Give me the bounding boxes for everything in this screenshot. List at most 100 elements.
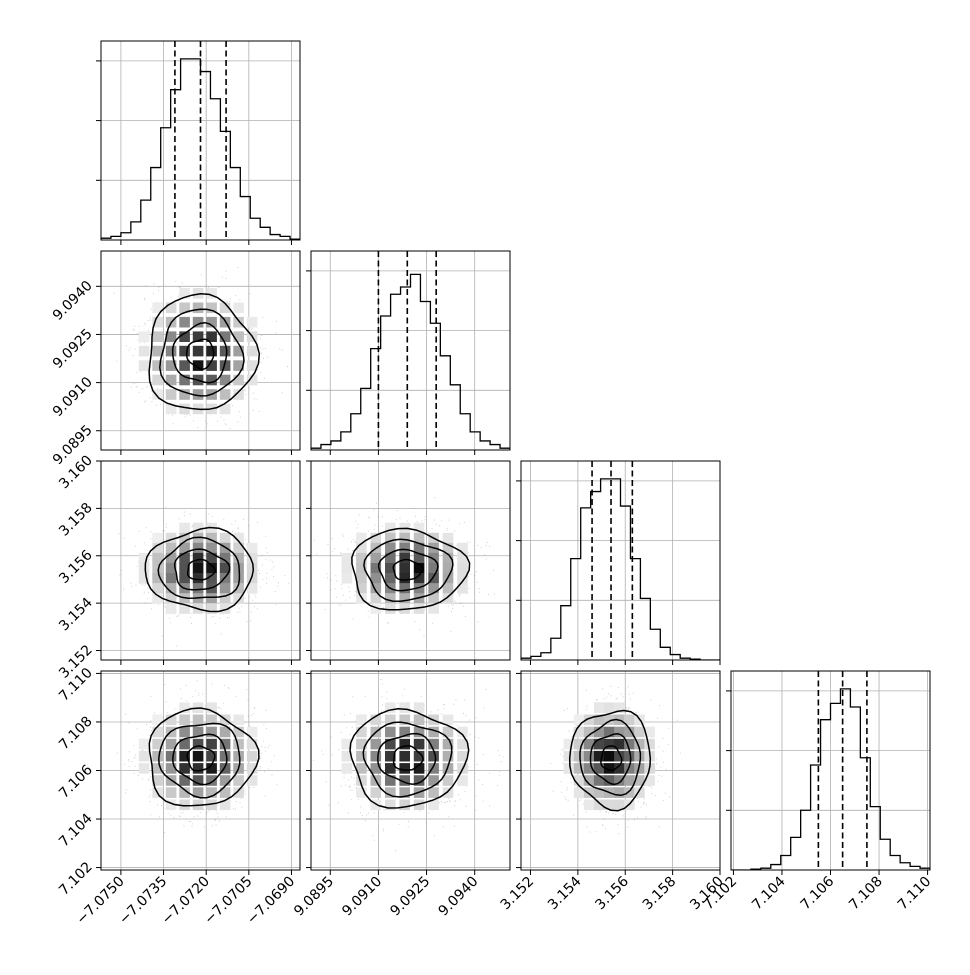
density-cell xyxy=(206,552,217,564)
density-cell xyxy=(356,763,367,774)
density-cell xyxy=(192,542,204,554)
density-cell xyxy=(399,763,410,774)
density-cell xyxy=(246,345,258,357)
density-cell xyxy=(233,316,244,328)
density-cell xyxy=(233,552,244,564)
density-cell xyxy=(428,726,439,738)
density-cell xyxy=(413,775,425,786)
density-cell xyxy=(233,389,244,400)
density-cell xyxy=(165,542,177,554)
density-cell xyxy=(152,583,163,594)
density-cell xyxy=(206,563,217,574)
density-cell xyxy=(428,552,439,564)
panel-3-1 xyxy=(306,670,511,875)
y-tick-label: 7.102 xyxy=(56,859,96,899)
density-cell xyxy=(457,563,468,574)
density-cell xyxy=(219,603,231,614)
density-cell xyxy=(138,345,150,357)
density-cell xyxy=(593,702,605,713)
y-tick-label: 3.156 xyxy=(56,547,96,587)
density-cell xyxy=(152,573,163,584)
density-cell xyxy=(413,532,425,544)
density-cell xyxy=(604,726,615,738)
density-cell xyxy=(356,726,367,738)
y-tick-label: 9.0910 xyxy=(50,374,96,420)
density-cell xyxy=(206,799,217,811)
density-cell xyxy=(165,532,177,544)
density-cell xyxy=(179,726,190,738)
density-cell xyxy=(179,288,190,299)
density-cell xyxy=(179,302,190,314)
density-cell xyxy=(428,799,439,811)
density-cell xyxy=(219,345,231,357)
density-cell xyxy=(179,738,190,750)
density-cell xyxy=(179,775,190,786)
density-cell xyxy=(152,750,163,762)
density-cell xyxy=(192,775,204,786)
density-cell xyxy=(604,799,615,811)
density-cell xyxy=(385,563,396,574)
density-cell xyxy=(593,799,605,811)
density-cell xyxy=(246,360,258,371)
density-cell xyxy=(573,726,585,738)
panel-frame xyxy=(310,250,511,451)
density-cell xyxy=(356,532,367,544)
density-cell xyxy=(413,726,425,738)
density-cell xyxy=(165,593,177,604)
density-cell xyxy=(634,726,645,738)
density-cell xyxy=(192,532,204,544)
contour-level-4 xyxy=(568,709,652,812)
density-cell xyxy=(385,573,396,584)
density-cell xyxy=(442,593,454,604)
density-cell xyxy=(341,573,353,584)
density-cell xyxy=(428,787,439,798)
y-tick-label: 7.106 xyxy=(56,762,96,802)
density-cell xyxy=(399,738,410,750)
density-cell xyxy=(165,302,177,314)
density-cell xyxy=(138,573,150,584)
density-cell xyxy=(593,763,605,774)
density-cell xyxy=(152,775,163,786)
density-3-2 xyxy=(550,685,681,835)
density-cell xyxy=(442,583,454,594)
density-cell xyxy=(624,750,635,762)
density-cell xyxy=(370,787,382,798)
density-cell xyxy=(634,738,645,750)
density-cell xyxy=(246,738,258,750)
density-cell xyxy=(385,714,396,726)
density-cell xyxy=(179,532,190,544)
density-cell xyxy=(233,360,244,371)
density-cell xyxy=(246,750,258,762)
density-cell xyxy=(457,750,468,762)
density-cell xyxy=(246,542,258,554)
density-cell xyxy=(179,799,190,811)
density-cell xyxy=(573,787,585,798)
density-cell xyxy=(442,552,454,564)
density-cell xyxy=(413,563,425,574)
density-cell xyxy=(385,552,396,564)
density-cell xyxy=(624,763,635,774)
density-cell xyxy=(399,787,410,798)
density-cell xyxy=(399,542,410,554)
density-cell xyxy=(341,563,353,574)
density-cell xyxy=(634,750,645,762)
density-cell xyxy=(192,583,204,594)
density-cell xyxy=(356,714,367,726)
density-cell xyxy=(246,563,258,574)
density-cell xyxy=(385,702,396,713)
density-cell xyxy=(563,750,575,762)
density-cell xyxy=(219,302,231,314)
density-cell xyxy=(399,573,410,584)
density-cell xyxy=(192,389,204,400)
density-cell xyxy=(614,799,625,811)
density-cell xyxy=(206,750,217,762)
density-cell xyxy=(370,583,382,594)
density-cell xyxy=(457,738,468,750)
density-cell xyxy=(152,542,163,554)
x-tick-label: 3.156 xyxy=(592,873,632,913)
density-cell xyxy=(428,750,439,762)
density-cell xyxy=(152,714,163,726)
density-cell xyxy=(399,726,410,738)
density-cell xyxy=(152,302,163,314)
